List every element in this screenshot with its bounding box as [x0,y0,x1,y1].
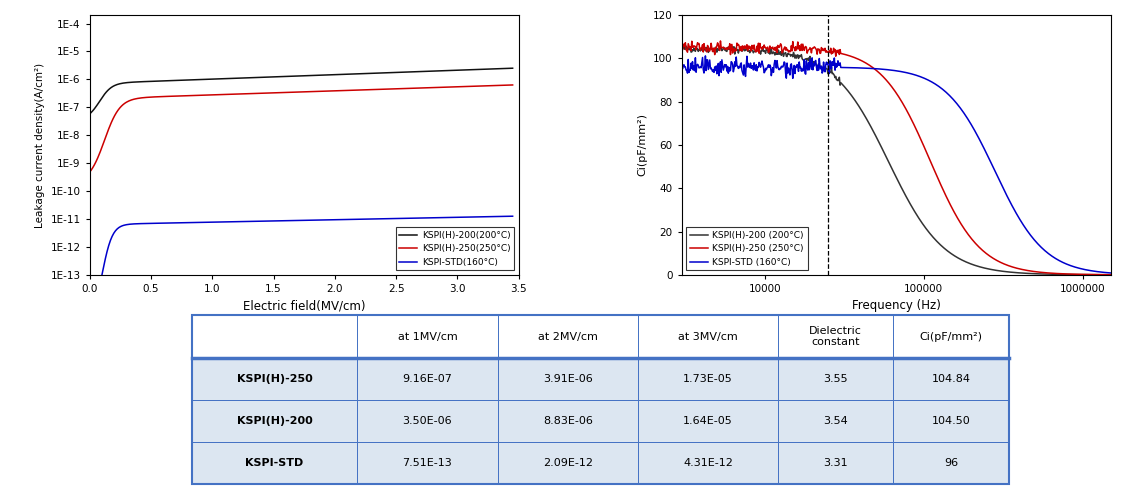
KSPI(H)-200 (200°C) [697,43,710,49]
Line: KSPI-STD (160°C): KSPI-STD (160°C) [682,56,1111,273]
KSPI-STD (160°C) [929,81,942,87]
KSPI-STD (160°C) [999,190,1012,196]
KSPI(H)-200(200°C) [430,68,443,74]
KSPI-STD (160°C) [699,53,712,59]
KSPI(H)-250(250°C) [335,88,349,94]
Text: at 3MV/cm: at 3MV/cm [678,332,738,342]
KSPI(H)-200(200°C) [84,109,98,115]
KSPI(H)-250 (250°C) [999,262,1012,268]
KSPI-STD(160°C) [335,217,349,223]
Text: 3.55: 3.55 [824,374,848,384]
Line: KSPI-STD(160°C): KSPI-STD(160°C) [91,216,513,314]
KSPI(H)-250 (250°C) [870,68,883,74]
Text: at 1MV/cm: at 1MV/cm [397,332,458,342]
KSPI-STD(160°C) [496,213,509,219]
Text: 9.16E-07: 9.16E-07 [403,374,452,384]
Text: 3.54: 3.54 [824,416,848,426]
Text: 1.73E-05: 1.73E-05 [683,374,733,384]
Text: 1.64E-05: 1.64E-05 [683,416,733,426]
Text: 8.83E-06: 8.83E-06 [543,416,592,426]
Text: at 2MV/cm: at 2MV/cm [537,332,598,342]
KSPI(H)-200(200°C) [312,72,325,78]
X-axis label: Electric field(MV/cm): Electric field(MV/cm) [243,299,366,312]
KSPI(H)-250 (250°C) [714,38,727,44]
Text: 104.50: 104.50 [931,416,971,426]
Text: 7.51E-13: 7.51E-13 [403,458,452,468]
Text: 104.84: 104.84 [931,374,971,384]
KSPI(H)-250 (250°C) [963,232,976,238]
KSPI-STD (160°C) [963,118,976,124]
Text: 3.31: 3.31 [824,458,848,468]
Y-axis label: Ci(pF/mm²): Ci(pF/mm²) [637,113,647,176]
KSPI(H)-200 (200°C) [999,269,1012,275]
KSPI(H)-250 (250°C) [675,43,689,49]
KSPI-STD (160°C) [675,64,689,70]
KSPI(H)-200 (200°C) [787,54,800,60]
KSPI(H)-200 (200°C) [675,45,689,51]
KSPI-STD (160°C) [870,66,883,72]
Line: KSPI(H)-250 (250°C): KSPI(H)-250 (250°C) [682,41,1111,275]
Text: 96: 96 [944,458,958,468]
KSPI(H)-200 (200°C) [1104,272,1118,278]
KSPI-STD(160°C) [285,218,298,224]
Line: KSPI(H)-200 (200°C): KSPI(H)-200 (200°C) [682,46,1111,275]
KSPI-STD (160°C) [787,75,800,81]
Line: KSPI(H)-200(200°C): KSPI(H)-200(200°C) [91,68,513,112]
Text: KSPI-STD: KSPI-STD [246,458,304,468]
Legend: KSPI(H)-200 (200°C), KSPI(H)-250 (250°C), KSPI-STD (160°C): KSPI(H)-200 (200°C), KSPI(H)-250 (250°C)… [687,227,808,270]
KSPI(H)-250 (250°C) [1104,272,1118,278]
KSPI(H)-250 (250°C) [929,169,942,175]
KSPI(H)-250 (250°C) [752,40,765,46]
KSPI(H)-250(250°C) [312,88,325,94]
KSPI-STD (160°C) [1104,270,1118,276]
KSPI(H)-250(250°C) [430,85,443,91]
KSPI-STD(160°C) [312,217,325,223]
KSPI(H)-250(250°C) [287,89,301,95]
KSPI(H)-250(250°C) [84,167,98,173]
KSPI(H)-200(200°C) [285,73,298,79]
KSPI-STD(160°C) [430,215,443,221]
Line: KSPI(H)-250(250°C): KSPI(H)-250(250°C) [91,85,513,170]
Text: 3.50E-06: 3.50E-06 [403,416,452,426]
KSPI(H)-200(200°C) [496,66,509,72]
Text: 4.31E-12: 4.31E-12 [683,458,733,468]
KSPI(H)-200(200°C) [506,65,519,71]
Text: KSPI(H)-250: KSPI(H)-250 [237,374,312,384]
KSPI(H)-200 (200°C) [963,260,976,266]
Text: Dielectric
constant: Dielectric constant [809,326,862,347]
KSPI(H)-250(250°C) [285,89,298,95]
Legend: KSPI(H)-200(200°C), KSPI(H)-250(250°C), KSPI-STD(160°C): KSPI(H)-200(200°C), KSPI(H)-250(250°C), … [396,227,514,270]
Y-axis label: Leakage current density(A/cm²): Leakage current density(A/cm²) [35,62,45,227]
KSPI(H)-200(200°C) [335,72,349,78]
KSPI(H)-200 (200°C) [752,47,765,53]
X-axis label: Frequency (Hz): Frequency (Hz) [852,299,940,312]
KSPI(H)-250(250°C) [496,82,509,88]
KSPI(H)-200 (200°C) [870,135,883,141]
Text: KSPI(H)-200: KSPI(H)-200 [237,416,312,426]
KSPI-STD(160°C) [287,218,301,224]
KSPI(H)-250 (250°C) [787,39,800,45]
KSPI(H)-250(250°C) [506,82,519,88]
KSPI-STD(160°C) [506,213,519,219]
Text: 2.09E-12: 2.09E-12 [543,458,592,468]
KSPI(H)-200(200°C) [287,73,301,79]
Text: 3.91E-06: 3.91E-06 [543,374,592,384]
KSPI-STD (160°C) [752,64,765,70]
KSPI-STD(160°C) [84,311,98,318]
Text: Ci(pF/mm²): Ci(pF/mm²) [920,332,983,342]
KSPI(H)-200 (200°C) [929,237,942,243]
